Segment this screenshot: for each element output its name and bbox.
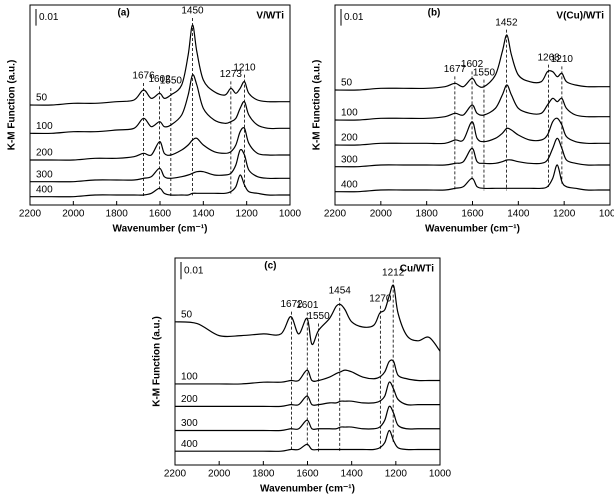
y-axis-label: K-M Function (a.u.) xyxy=(7,60,18,151)
series-label: 50 xyxy=(341,78,353,89)
series-label: 200 xyxy=(36,148,53,159)
x-tick-label: 2200 xyxy=(324,209,347,220)
peak-label: 1601 xyxy=(296,300,319,311)
x-tick-label: 2000 xyxy=(208,469,231,480)
peak-label: 1550 xyxy=(473,67,496,78)
peak-label: 1212 xyxy=(382,267,405,278)
series-label: 50 xyxy=(36,93,48,104)
panel-annotation: V(Cu)/WTi xyxy=(556,11,604,22)
peak-label: 1450 xyxy=(181,6,204,17)
x-tick-label: 1000 xyxy=(279,209,302,220)
x-tick-label: 1400 xyxy=(341,469,364,480)
series-label: 100 xyxy=(341,108,358,119)
spectrum-line xyxy=(334,34,610,91)
x-tick-label: 1600 xyxy=(461,209,484,220)
x-tick-label: 1400 xyxy=(507,209,530,220)
x-tick-label: 1600 xyxy=(149,209,172,220)
y-axis-label: K-M Function (a.u.) xyxy=(152,316,163,407)
x-tick-label: 1800 xyxy=(252,469,275,480)
scale-bar-label: 0.01 xyxy=(184,265,204,276)
x-axis-label: Wavenumber (cm⁻¹) xyxy=(425,224,520,235)
spectrum-line xyxy=(175,359,440,385)
spectrum-line xyxy=(30,148,290,183)
peak-label: 1268 xyxy=(537,52,560,63)
x-tick-label: 1000 xyxy=(599,209,614,220)
panel-title: (b) xyxy=(428,8,441,19)
spectrum-line xyxy=(334,117,610,146)
series-label: 200 xyxy=(341,133,358,144)
spectrum-line xyxy=(175,381,440,408)
panel-title: (a) xyxy=(117,8,129,19)
peak-label: 1454 xyxy=(329,286,352,297)
x-tick-label: 1600 xyxy=(296,469,319,480)
panel-title: (c) xyxy=(264,261,276,272)
series-label: 100 xyxy=(181,372,198,383)
series-label: 50 xyxy=(181,309,193,320)
x-tick-label: 1200 xyxy=(385,469,408,480)
peak-label: 1677 xyxy=(444,64,467,75)
series-label: 300 xyxy=(36,169,53,180)
x-tick-label: 1800 xyxy=(106,209,129,220)
spectrum-line xyxy=(175,429,440,452)
spectrum-line xyxy=(30,174,290,198)
y-axis-label: K-M Function (a.u.) xyxy=(312,60,323,151)
series-label: 200 xyxy=(181,394,198,405)
series-label: 300 xyxy=(181,418,198,429)
series-label: 100 xyxy=(36,121,53,132)
peak-label: 1550 xyxy=(160,76,183,87)
x-tick-label: 2000 xyxy=(370,209,393,220)
series-label: 400 xyxy=(341,179,358,190)
panel-annotation: V/WTi xyxy=(256,11,284,22)
x-axis-label: Wavenumber (cm⁻¹) xyxy=(113,224,208,235)
spectrum-line xyxy=(29,74,290,135)
scale-bar-label: 0.01 xyxy=(39,12,59,23)
spectrum-line xyxy=(334,84,610,121)
x-tick-label: 1800 xyxy=(416,209,439,220)
x-tick-label: 1200 xyxy=(236,209,259,220)
x-tick-label: 1200 xyxy=(553,209,576,220)
series-label: 400 xyxy=(36,184,53,195)
x-tick-label: 2200 xyxy=(164,469,187,480)
peak-label: 1270 xyxy=(369,293,392,304)
panel-annotation: Cu/WTi xyxy=(400,264,434,275)
x-tick-label: 1400 xyxy=(192,209,215,220)
x-tick-label: 2000 xyxy=(62,209,85,220)
scale-bar-label: 0.01 xyxy=(344,12,364,23)
peak-label: 1676 xyxy=(132,71,155,82)
series-label: 300 xyxy=(341,154,358,165)
peak-label: 1452 xyxy=(495,17,518,28)
peak-label: 1273 xyxy=(220,69,243,80)
spectrum-line xyxy=(334,164,610,193)
spectrum-line xyxy=(174,284,441,352)
peak-label: 1210 xyxy=(551,54,574,65)
spectrum-line xyxy=(175,405,440,432)
spectrum-line xyxy=(29,24,290,106)
series-label: 400 xyxy=(181,439,198,450)
x-tick-label: 2200 xyxy=(19,209,42,220)
peak-label: 1602 xyxy=(148,74,171,85)
peak-label: 1602 xyxy=(461,59,484,70)
peak-label: 1210 xyxy=(233,62,256,73)
spectrum-line xyxy=(29,127,290,161)
plot-frame xyxy=(29,4,291,206)
peak-label: 1672 xyxy=(280,299,303,310)
x-axis-label: Wavenumber (cm⁻¹) xyxy=(260,484,355,494)
x-tick-label: 1000 xyxy=(429,469,452,480)
spectrum-line xyxy=(334,137,610,168)
peak-label: 1550 xyxy=(307,311,330,322)
